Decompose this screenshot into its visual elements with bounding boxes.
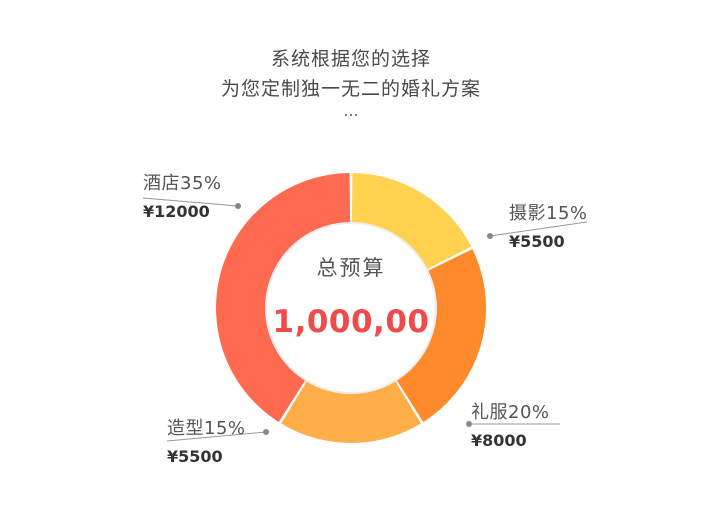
leader-dot-photography [487, 233, 493, 239]
slice-name-dress: 礼服20% [471, 402, 550, 423]
slice-amount-dress: ¥8000 [471, 431, 527, 450]
slice-name-photography: 摄影15% [509, 203, 588, 224]
slice-name-hotel: 酒店35% [143, 173, 222, 194]
donut-slice-photography [351, 173, 472, 269]
header-line-1: 系统根据您的选择 [270, 48, 431, 70]
donut-slice-dress [397, 249, 486, 423]
leader-dot-dress [466, 421, 472, 427]
slice-amount-styling: ¥5500 [167, 447, 223, 466]
donut-slice-hotel [216, 173, 351, 423]
header-ellipsis: ... [343, 101, 359, 120]
slice-label-hotel: 酒店35% ¥12000 [143, 172, 222, 223]
leader-line-hotel [142, 197, 239, 207]
slice-label-photography: 摄影15% ¥5500 [509, 202, 588, 253]
center-title: 总预算 [316, 256, 386, 280]
slice-amount-hotel: ¥12000 [143, 202, 210, 221]
donut-slice-styling [281, 381, 421, 443]
slice-label-styling: 造型15% ¥5500 [167, 417, 246, 468]
center-total: 1,000,00 [272, 304, 430, 340]
slice-label-dress: 礼服20% ¥8000 [471, 401, 550, 452]
leader-dot-styling [263, 429, 269, 435]
slice-amount-photography: ¥5500 [509, 232, 565, 251]
slice-name-styling: 造型15% [167, 418, 246, 439]
leader-dot-hotel [235, 203, 241, 209]
leader-line-photography [489, 221, 588, 237]
header: 系统根据您的选择 为您定制独一无二的婚礼方案 ... [0, 44, 702, 120]
leader-line-styling [166, 431, 267, 442]
header-line-2: 为您定制独一无二的婚礼方案 [220, 78, 481, 100]
